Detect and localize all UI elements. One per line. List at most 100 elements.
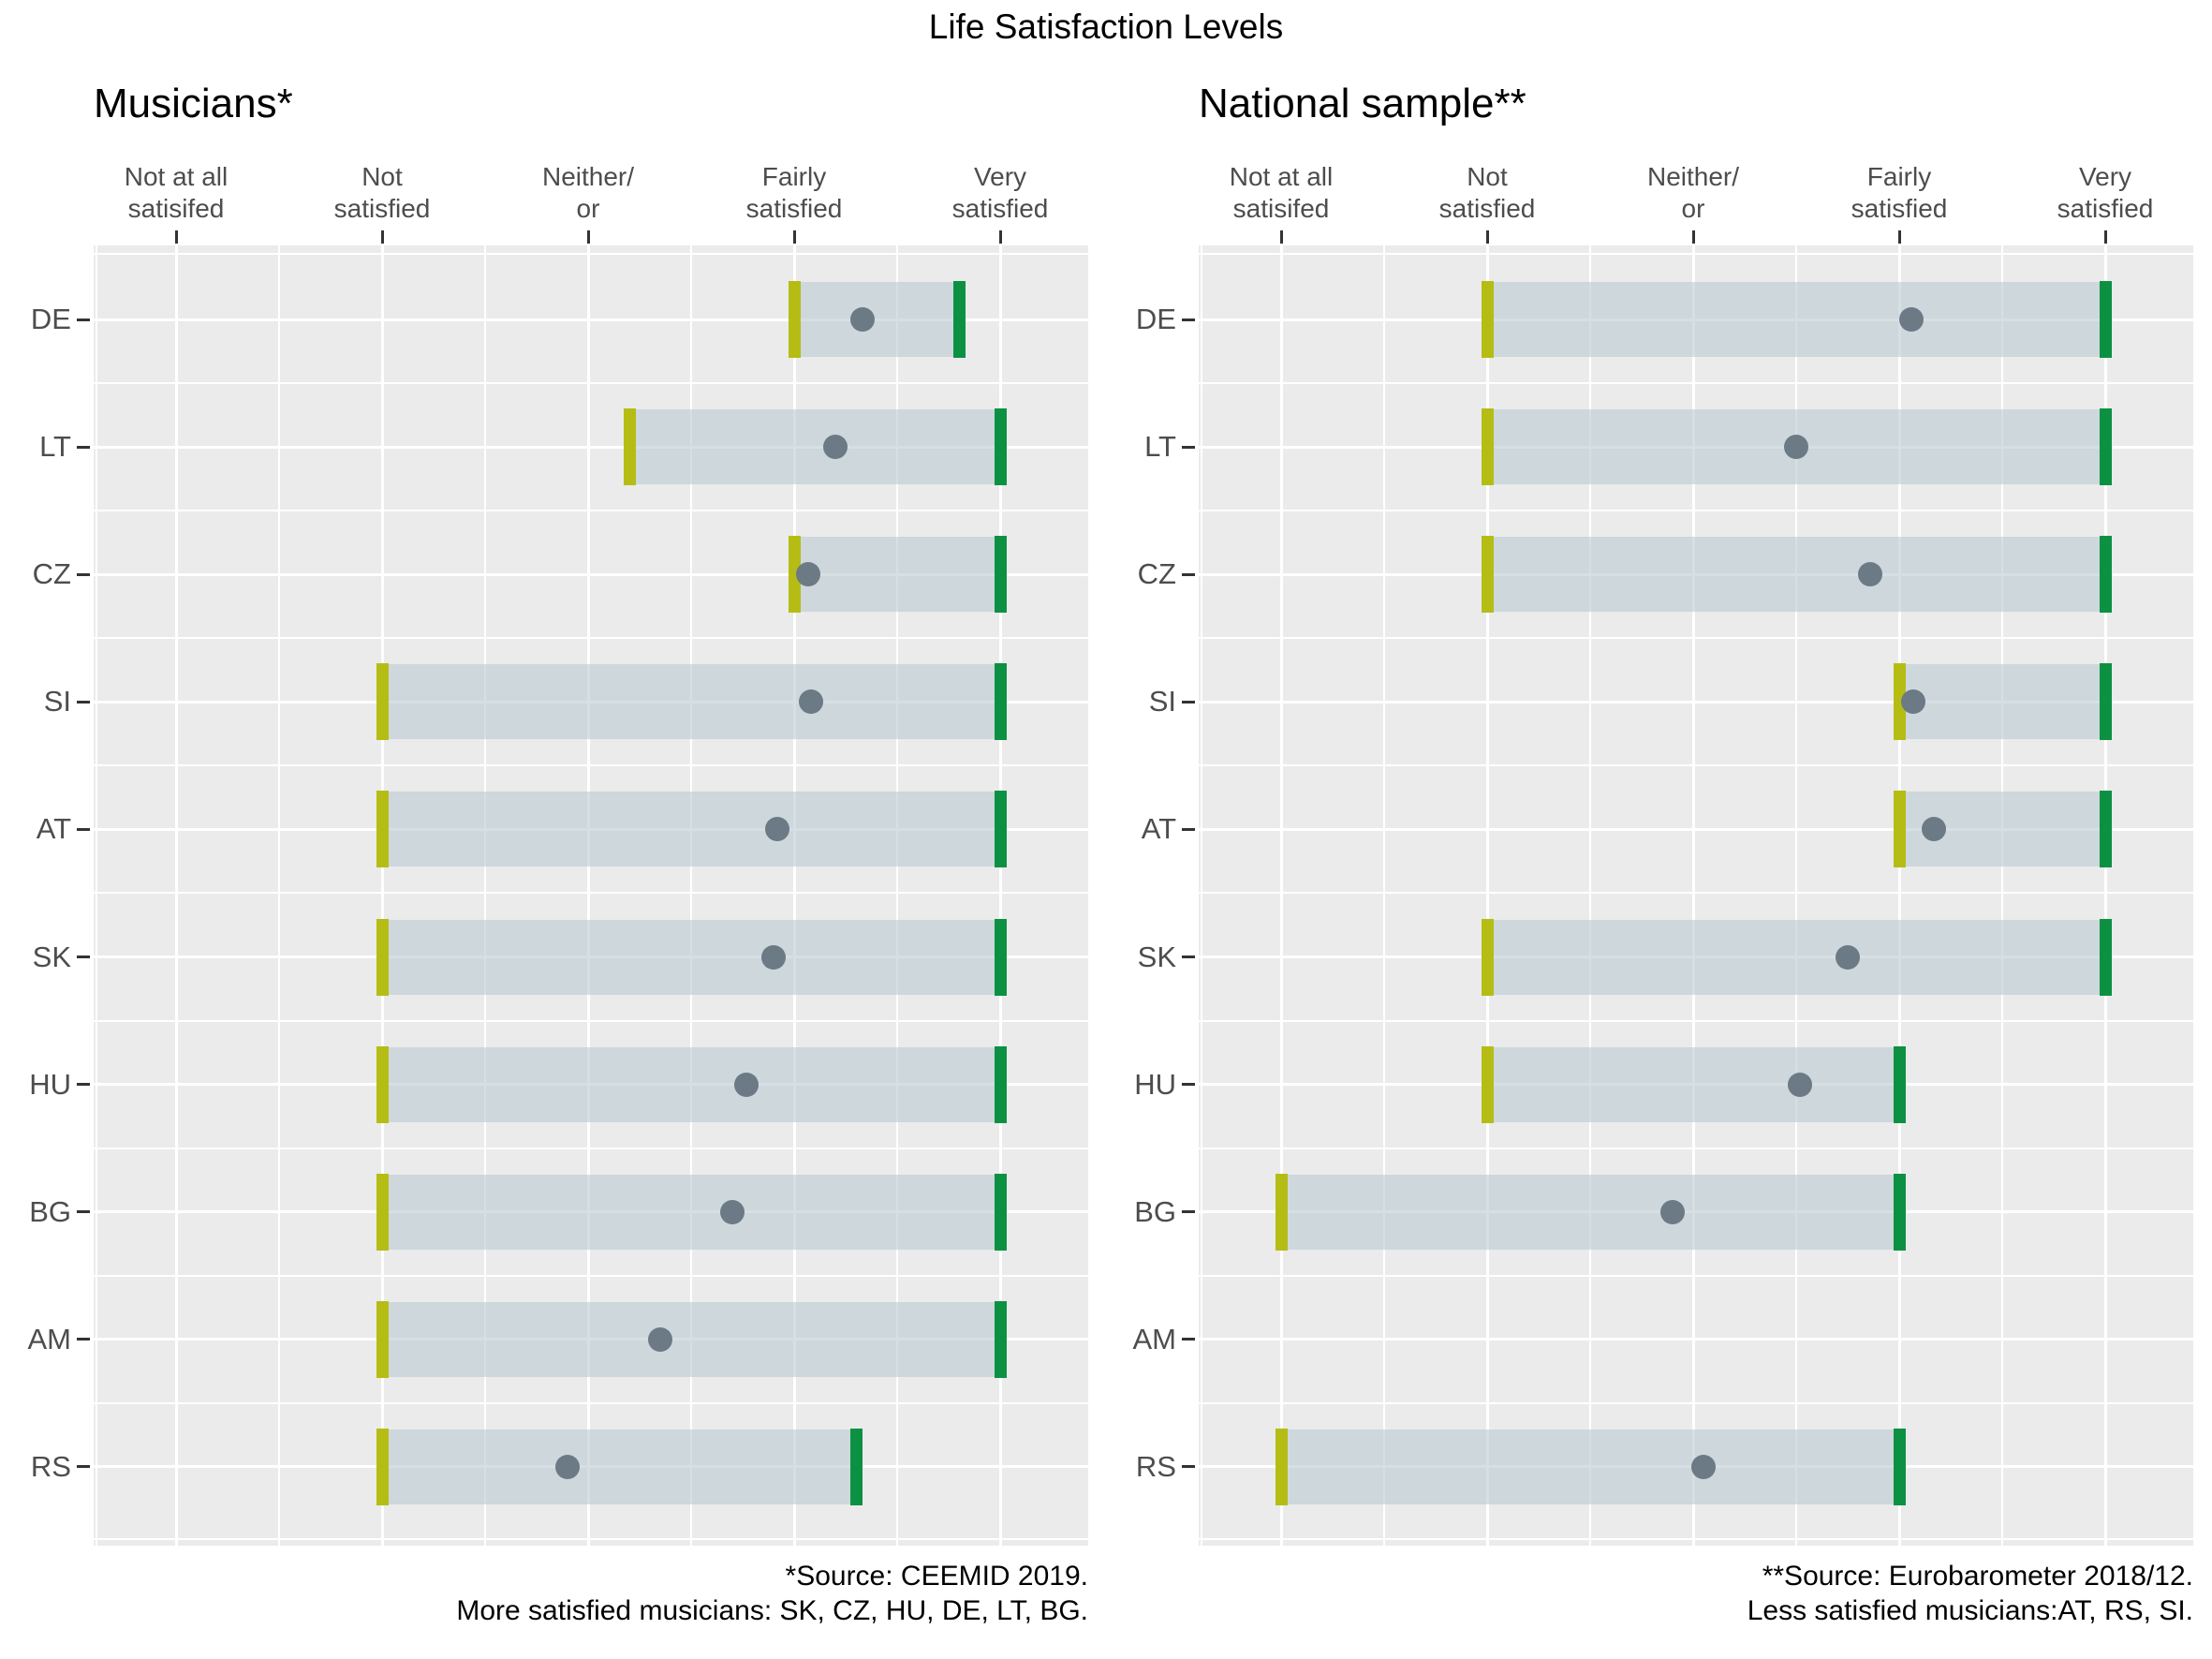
min-tick: [788, 281, 801, 358]
min-tick: [1481, 281, 1494, 358]
y-axis-tick-mark: [1182, 827, 1195, 831]
gridline-minor-vertical: [896, 245, 898, 1546]
mean-dot: [734, 1072, 759, 1097]
axis-category-label: Not satisfied: [1365, 161, 1609, 225]
gridline-minor-vertical: [1383, 245, 1385, 1546]
min-tick: [1481, 408, 1494, 486]
mean-dot: [720, 1199, 745, 1224]
gridline-minor-horizontal: [94, 1401, 1088, 1404]
axis-category-line2: or: [1681, 194, 1705, 223]
country-label: DE: [30, 303, 71, 335]
y-axis-tick-mark: [77, 1210, 90, 1214]
country-label: HU: [29, 1067, 71, 1101]
min-tick: [1481, 536, 1494, 614]
mean-dot: [1901, 689, 1926, 715]
country-label: BG: [29, 1194, 71, 1228]
max-tick: [1893, 1428, 1906, 1505]
min-tick: [376, 1428, 389, 1505]
gridline-minor-vertical: [484, 245, 486, 1546]
axis-category-line1: Neither/: [1646, 162, 1740, 191]
gridline-major-vertical: [792, 245, 796, 1546]
country-label: AM: [1132, 1322, 1177, 1355]
max-tick: [994, 1173, 1007, 1251]
country-label: DE: [1135, 303, 1176, 335]
gridline-major-vertical: [998, 245, 1002, 1546]
axis-category-line2: or: [576, 194, 600, 223]
x-axis-tick-mark: [1691, 230, 1695, 244]
axis-category-line1: Not at all: [124, 162, 229, 191]
min-tick: [376, 1045, 389, 1123]
y-axis-tick-mark: [77, 1083, 90, 1087]
gridline-minor-horizontal: [1199, 382, 2193, 385]
gridline-minor-vertical: [1589, 245, 1591, 1546]
max-tick: [2099, 281, 2112, 358]
max-tick: [952, 281, 966, 358]
country-label: LT: [1144, 430, 1176, 464]
x-axis-tick-mark: [380, 230, 384, 244]
y-axis-tick-mark: [77, 1465, 90, 1469]
mean-dot: [1858, 562, 1883, 587]
axis-category-label: Neither/or: [1571, 161, 1815, 225]
axis-category-label: Fairly satisfied: [672, 161, 916, 225]
range-bar: [788, 537, 1007, 613]
range-bar: [376, 919, 1007, 995]
gridline-minor-vertical: [1795, 245, 1797, 1546]
gridline-minor-horizontal: [94, 510, 1088, 512]
gridline-minor-horizontal: [94, 764, 1088, 767]
gridline-minor-horizontal: [94, 1147, 1088, 1149]
axis-category-label: Not at all satisifed: [54, 161, 298, 225]
gridline-major-vertical: [2103, 245, 2107, 1546]
range-bar: [1893, 664, 2112, 740]
country-label: CZ: [32, 557, 71, 591]
mean-dot: [1788, 1072, 1813, 1097]
gridline-minor-horizontal: [1199, 764, 2193, 767]
max-tick: [994, 663, 1007, 741]
y-axis-tick-mark: [77, 827, 90, 831]
y-axis-tick-mark: [77, 955, 90, 958]
min-tick: [788, 536, 801, 614]
country-label: SK: [1137, 940, 1176, 973]
axis-category-line1: Not: [1467, 162, 1508, 191]
y-axis-tick-mark: [77, 700, 90, 704]
max-tick: [2099, 408, 2112, 486]
axis-category-line2: satisfied: [745, 194, 843, 223]
max-tick: [2099, 536, 2112, 614]
footnote-national-source: **Source: Eurobarometer 2018/12.: [1762, 1561, 2193, 1592]
y-axis-tick-mark: [1182, 955, 1195, 958]
gridline-major-vertical: [1279, 245, 1283, 1546]
min-tick: [376, 918, 389, 996]
country-label: RS: [30, 1449, 71, 1483]
mean-dot: [1922, 817, 1947, 842]
gridline-minor-horizontal: [94, 892, 1088, 895]
range-bar: [1275, 1429, 1906, 1504]
plot-panel: [1199, 245, 2193, 1546]
x-axis-tick-mark: [1897, 230, 1901, 244]
gridline-minor-vertical: [2001, 245, 2003, 1546]
panel-title-musicians: Musicians*: [94, 81, 293, 126]
mean-dot: [823, 435, 848, 460]
min-tick: [1481, 1045, 1494, 1123]
country-label: BG: [1134, 1194, 1176, 1228]
axis-category-line2: satisfied: [2057, 194, 2154, 223]
gridline-major-vertical: [586, 245, 590, 1546]
axis-category-line2: satisfied: [333, 194, 431, 223]
max-tick: [994, 791, 1007, 868]
mean-dot: [1784, 435, 1808, 460]
country-label: SI: [1148, 685, 1176, 718]
gridline-minor-horizontal: [1199, 637, 2193, 640]
gridline-minor-horizontal: [1199, 1274, 2193, 1277]
gridline-major-horizontal: [94, 318, 1088, 321]
range-bar: [1481, 537, 2112, 613]
range-bar: [1481, 282, 2112, 357]
mean-dot: [761, 944, 786, 970]
range-bar: [376, 1429, 863, 1504]
y-axis-tick-mark: [1182, 1210, 1195, 1214]
min-tick: [1275, 1173, 1288, 1251]
gridline-minor-horizontal: [1199, 1401, 2193, 1404]
y-axis-tick-mark: [1182, 1338, 1195, 1341]
gridline-minor-horizontal: [94, 1019, 1088, 1022]
max-tick: [1893, 1173, 1906, 1251]
gridline-major-vertical: [174, 245, 178, 1546]
country-label: SI: [43, 685, 71, 718]
